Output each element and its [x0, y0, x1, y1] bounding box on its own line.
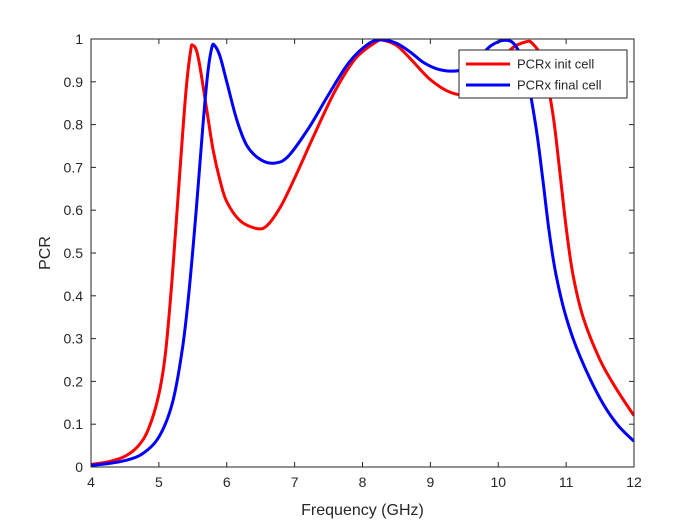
y-tick-label: 0 — [75, 459, 83, 475]
y-tick-label: 0.5 — [64, 245, 84, 261]
y-axis-label: PCR — [37, 236, 54, 270]
y-tick-label: 0.4 — [64, 288, 84, 304]
tick-layer: 4 5 6 7 8 9 10 11 12 0 0.1 0.2 0.3 0.4 0.5 0.6 0.7 0.8 0.9… — [64, 31, 642, 490]
x-tick-label: 4 — [87, 474, 95, 490]
plot-frame — [90, 38, 635, 468]
y-tick-label: 1 — [75, 31, 83, 47]
x-tick-label: 7 — [291, 474, 299, 490]
y-tick-label: 0.8 — [64, 117, 84, 133]
x-tick-label: 8 — [359, 474, 367, 490]
legend: PCRx init cell PCRx final cell — [458, 49, 628, 99]
x-tick-label: 9 — [426, 474, 434, 490]
x-tick-label: 5 — [155, 474, 163, 490]
legend-label-final-cell: PCRx final cell — [517, 78, 602, 93]
y-tick-label: 0.9 — [64, 74, 84, 90]
series-line-pcrx-final-cell — [91, 39, 634, 467]
y-tick-label: 0.6 — [64, 202, 84, 218]
x-tick-label: 11 — [559, 474, 574, 490]
x-axis-label: Frequency (GHz) — [301, 502, 424, 519]
y-tick-label: 0.3 — [64, 331, 84, 347]
x-tick-label: 6 — [223, 474, 231, 490]
y-tick-label: 0.2 — [64, 373, 84, 389]
x-tick-label: 10 — [490, 474, 506, 490]
x-tick-label: 12 — [626, 474, 642, 490]
plot-area — [91, 39, 634, 467]
legend-box — [458, 49, 628, 99]
y-tick-label: 0.1 — [64, 416, 84, 432]
y-tick-label: 0.7 — [64, 159, 84, 175]
legend-label-init-cell: PCRx init cell — [517, 57, 594, 72]
